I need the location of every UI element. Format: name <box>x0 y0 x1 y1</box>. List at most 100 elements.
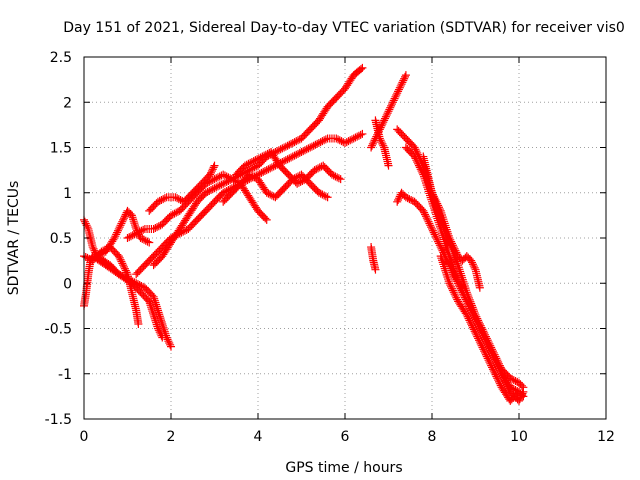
data-point <box>437 244 446 253</box>
data-point <box>470 313 479 322</box>
series-10 <box>367 243 380 274</box>
data-point <box>456 284 465 293</box>
chart-title: Day 151 of 2021, Sidereal Day-to-day VTE… <box>63 20 625 36</box>
data-point <box>441 266 450 275</box>
series-16 <box>393 188 528 401</box>
data-point <box>466 318 475 327</box>
data-point <box>323 193 332 202</box>
data-point <box>458 288 467 297</box>
data-point <box>245 170 254 179</box>
x-axis-label: GPS time / hours <box>285 460 402 476</box>
data-point <box>250 173 259 182</box>
data-point <box>463 312 472 321</box>
data-point <box>157 316 166 325</box>
data-point <box>174 195 183 204</box>
data-point <box>152 300 161 309</box>
data-point <box>347 135 356 144</box>
data-point <box>431 195 440 204</box>
data-point <box>170 209 179 218</box>
data-point <box>428 224 436 233</box>
data-point <box>274 146 283 155</box>
data-point <box>419 206 428 215</box>
y-tick-label: -0.5 <box>45 322 72 338</box>
data-point <box>394 195 403 204</box>
data-point <box>129 215 138 224</box>
data-point <box>149 224 158 233</box>
data-point <box>358 63 367 72</box>
data-point <box>253 155 262 164</box>
data-point <box>353 132 362 141</box>
data-point <box>260 151 269 160</box>
data-point <box>428 226 437 235</box>
data-point <box>140 235 149 244</box>
data-point <box>368 139 377 148</box>
data-point <box>145 297 154 306</box>
data-point <box>158 321 167 330</box>
data-point <box>467 306 476 315</box>
data-point <box>344 137 353 146</box>
data-point <box>219 179 228 188</box>
data-point <box>448 284 457 293</box>
x-tick-label: 6 <box>341 429 350 445</box>
data-point <box>254 154 263 163</box>
data-point <box>248 164 257 173</box>
data-point <box>486 359 495 368</box>
data-point <box>413 157 422 166</box>
data-point <box>481 335 490 344</box>
data-point <box>150 314 159 323</box>
data-point <box>145 238 154 247</box>
data-point <box>100 245 109 254</box>
data-point <box>219 188 228 197</box>
data-point <box>393 89 402 98</box>
data-point <box>266 190 275 199</box>
x-tick-label: 10 <box>510 429 528 445</box>
data-point <box>203 187 212 196</box>
data-point <box>117 219 126 228</box>
data-point <box>154 326 163 335</box>
data-point <box>160 194 169 203</box>
data-point <box>120 212 129 221</box>
data-point <box>120 262 129 271</box>
data-point <box>476 339 485 348</box>
data-point <box>261 214 270 223</box>
data-point <box>496 381 505 390</box>
data-point <box>292 150 301 159</box>
data-point <box>251 156 260 165</box>
data-point <box>329 171 338 180</box>
data-point <box>280 157 289 166</box>
data-point <box>139 225 148 234</box>
data-point <box>411 145 420 154</box>
data-point <box>335 136 344 145</box>
data-point <box>294 136 303 145</box>
data-point <box>309 141 318 150</box>
data-point <box>122 268 131 277</box>
data-point <box>451 273 460 282</box>
data-point <box>120 214 129 223</box>
data-point <box>154 222 163 231</box>
data-point <box>201 188 210 197</box>
data-point <box>110 234 119 242</box>
data-point <box>474 334 483 343</box>
data-point <box>519 392 528 401</box>
data-point <box>473 319 482 328</box>
data-point <box>468 308 477 317</box>
data-point <box>351 133 360 142</box>
data-point <box>483 340 492 349</box>
data-point <box>452 293 461 302</box>
data-point <box>264 189 273 198</box>
data-point <box>332 134 341 143</box>
data-point <box>381 112 390 121</box>
data-point <box>474 322 483 331</box>
data-point <box>446 235 455 244</box>
data-point <box>443 257 452 266</box>
data-point <box>246 158 255 167</box>
series-9 <box>232 148 345 188</box>
data-point <box>222 177 231 186</box>
data-point <box>247 157 256 166</box>
data-point <box>367 143 376 152</box>
data-point <box>158 333 167 342</box>
data-point <box>386 103 395 112</box>
data-point <box>451 246 460 255</box>
data-point <box>448 241 457 250</box>
